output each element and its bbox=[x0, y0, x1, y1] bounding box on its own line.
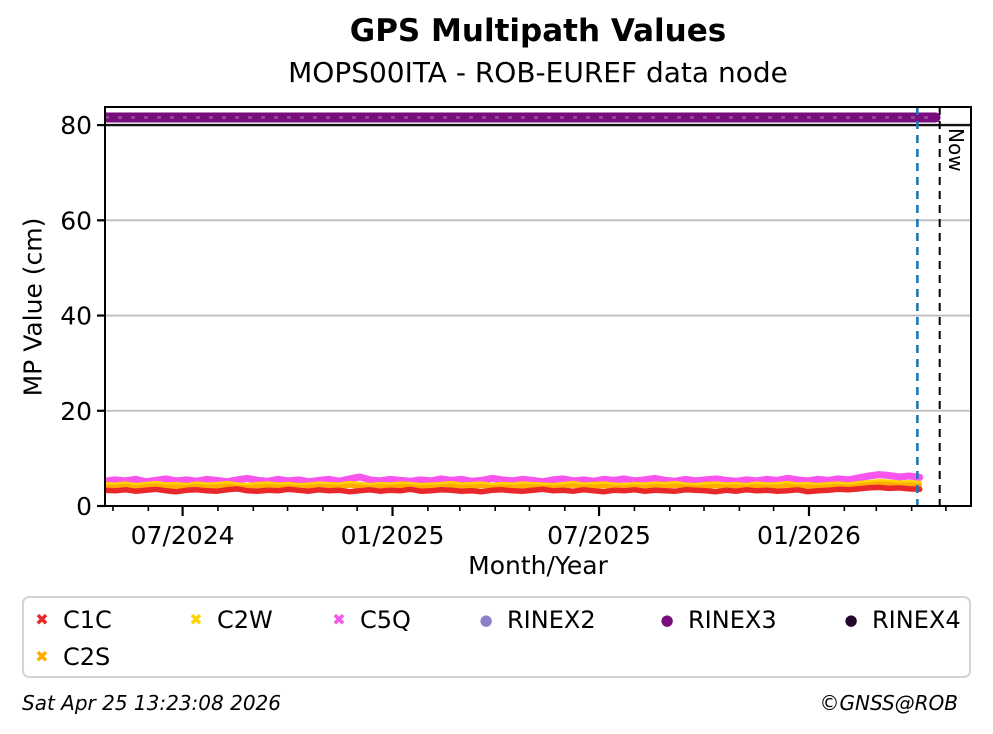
legend-item-c2s: ✖ C2S bbox=[32, 642, 110, 672]
legend-item-rinex2: ● RINEX2 bbox=[476, 605, 596, 635]
legend-item-c2w: ✖ C2W bbox=[186, 605, 273, 635]
svg-text:07/2025: 07/2025 bbox=[547, 521, 651, 550]
chart-subtitle: MOPS00ITA - ROB-EUREF data node bbox=[288, 56, 788, 89]
plot-timestamp: Sat Apr 25 13:23:08 2026 bbox=[22, 691, 281, 715]
legend-label: RINEX4 bbox=[872, 606, 961, 634]
legend-label: C5Q bbox=[360, 606, 411, 634]
legend-label: C2W bbox=[217, 606, 273, 634]
dot-marker-icon: ● bbox=[844, 611, 858, 629]
y-axis-label: MP Value (cm) bbox=[18, 217, 48, 397]
series-C2W bbox=[105, 478, 922, 488]
legend-label: RINEX3 bbox=[688, 606, 777, 634]
gridlines bbox=[105, 219, 971, 412]
legend-box: ✖ C1C ✖ C2W ✖ C5Q ● RINEX2 ● RINEX3 ● RI… bbox=[22, 596, 971, 678]
svg-text:80: 80 bbox=[60, 111, 92, 140]
legend-item-rinex3: ● RINEX3 bbox=[657, 605, 777, 635]
legend-item-c1c: ✖ C1C bbox=[32, 605, 112, 635]
legend-label: RINEX2 bbox=[507, 606, 596, 634]
legend-label: C2S bbox=[63, 643, 111, 671]
x-marker-icon: ✖ bbox=[35, 647, 49, 666]
x-axis-label: Month/Year bbox=[468, 551, 608, 580]
svg-text:07/2024: 07/2024 bbox=[131, 521, 235, 550]
data-series bbox=[105, 112, 941, 495]
dot-marker-icon: ● bbox=[479, 611, 493, 629]
x-marker-icon: ✖ bbox=[332, 610, 346, 629]
svg-text:60: 60 bbox=[60, 206, 92, 235]
legend-label: C1C bbox=[63, 606, 112, 634]
x-marker-icon: ✖ bbox=[35, 610, 49, 629]
svg-text:0: 0 bbox=[76, 492, 92, 521]
credit-text: ©GNSS@ROB bbox=[819, 691, 959, 715]
x-marker-icon: ✖ bbox=[189, 610, 203, 629]
x-axis-ticks: 07/2024 01/2025 07/2025 01/2026 bbox=[112, 506, 947, 550]
legend-item-rinex4: ● RINEX4 bbox=[841, 605, 961, 635]
series-C1C bbox=[105, 484, 923, 495]
svg-text:40: 40 bbox=[60, 302, 92, 331]
svg-text:01/2025: 01/2025 bbox=[341, 521, 445, 550]
plot-frame bbox=[104, 106, 972, 507]
chart-title: GPS Multipath Values bbox=[349, 13, 727, 49]
dot-marker-icon: ● bbox=[660, 611, 674, 629]
now-annotation-label: Now bbox=[944, 128, 968, 172]
svg-text:01/2026: 01/2026 bbox=[757, 521, 861, 550]
svg-text:20: 20 bbox=[60, 397, 92, 426]
legend-item-c5q: ✖ C5Q bbox=[329, 605, 411, 635]
y-axis-ticks: 0 20 40 60 80 bbox=[60, 111, 105, 521]
series-C5Q bbox=[105, 471, 924, 486]
